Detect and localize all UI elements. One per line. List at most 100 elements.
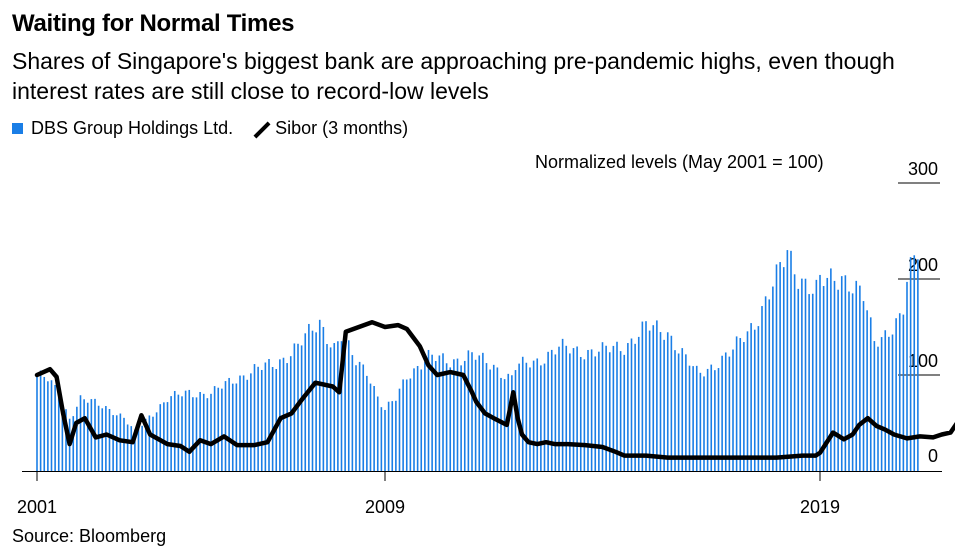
dbs-bar [514,370,517,471]
dbs-bar [152,416,154,471]
dbs-bar [471,352,473,471]
dbs-bar [670,335,673,471]
dbs-bar [532,360,535,471]
dbs-bar [239,375,241,471]
dbs-bar [456,358,459,471]
dbs-bar [416,365,419,471]
dbs-bar [909,257,912,471]
dbs-bar [39,370,42,471]
dbs-bar [877,346,879,471]
dbs-bar [590,349,593,471]
dbs-bar [235,383,238,471]
dbs-bar [395,400,397,471]
dbs-bar [463,360,466,471]
dbs-bar-series [36,250,919,471]
dbs-bar [347,340,350,471]
dbs-bar [166,402,169,471]
dbs-bar [880,337,883,471]
dbs-bar [895,318,897,471]
dbs-bar [866,310,868,471]
dbs-bar [572,348,575,471]
dbs-bar [797,288,800,471]
dbs-bar [322,326,325,471]
dbs-bar [130,426,133,471]
dbs-bar [420,369,423,471]
dbs-bar [315,332,317,471]
dbs-bar [550,349,553,471]
dbs-bar [598,351,600,471]
dbs-bar [735,336,738,471]
dbs-bar [173,390,176,471]
dbs-bar [358,361,361,471]
dbs-bar [253,364,256,471]
dbs-bar [163,402,165,471]
dbs-bar [155,412,158,471]
dbs-bar [181,396,183,471]
dbs-bar [427,349,430,471]
y-axis-unit-label: Normalized levels (May 2001 = 100) [535,152,824,172]
x-tick-label: 2019 [800,497,840,517]
dbs-bar [231,383,234,471]
dbs-bar [543,363,546,471]
dbs-bar [521,356,524,471]
dbs-bar [634,343,636,471]
dbs-bar [380,407,383,471]
dbs-bar [431,354,433,471]
dbs-bar [318,319,321,471]
dbs-bar [891,334,894,471]
dbs-bar [645,321,647,471]
dbs-bar [641,321,644,471]
dbs-bar [489,369,491,471]
dbs-bar [659,332,662,471]
dbs-bar [605,345,607,471]
dbs-bar [242,375,245,471]
x-tick-label: 2001 [17,497,57,517]
dbs-bar [398,388,401,471]
chart-title: Waiting for Normal Times [12,10,295,37]
dbs-bar [666,332,669,471]
dbs-bar [300,345,303,471]
dbs-bar [279,359,281,471]
dbs-bar [808,294,810,471]
dbs-bar [536,358,539,471]
dbs-bar [413,368,415,471]
dbs-bar [188,389,191,471]
dbs-bar [685,354,687,471]
dbs-bar [721,355,723,471]
dbs-bar [50,380,53,471]
dbs-bar [674,350,676,471]
dbs-bar [402,379,404,471]
dbs-bar [565,345,568,471]
dbs-bar [304,333,307,471]
dbs-bar [202,393,205,471]
dbs-bar [123,417,125,471]
dbs-bar [583,359,586,471]
dbs-bar [326,344,328,471]
dbs-bar [126,424,129,471]
dbs-bar [692,366,694,471]
y-tick-label: 100 [908,351,938,371]
dbs-bar [86,402,89,471]
dbs-bar [449,367,452,471]
dbs-bar [148,415,151,471]
dbs-bar [917,259,919,471]
dbs-bar [768,299,771,471]
dbs-bar [438,355,441,471]
dbs-bar [57,396,60,471]
dbs-bar [837,289,839,471]
dbs-bar [105,406,107,471]
dbs-bar [663,339,665,471]
dbs-bar [594,356,597,471]
dbs-bar [851,293,854,471]
x-axis: 2001 2009 2019 [17,471,942,517]
dbs-bar [137,428,140,471]
dbs-bar [264,362,267,471]
dbs-bar [101,408,104,471]
dbs-bar [500,377,502,471]
dbs-bar [652,325,655,471]
dbs-bar [869,317,872,471]
dbs-bar [217,387,220,471]
dbs-bar [608,352,611,471]
dbs-bar [271,367,274,471]
dbs-bar [637,336,640,471]
